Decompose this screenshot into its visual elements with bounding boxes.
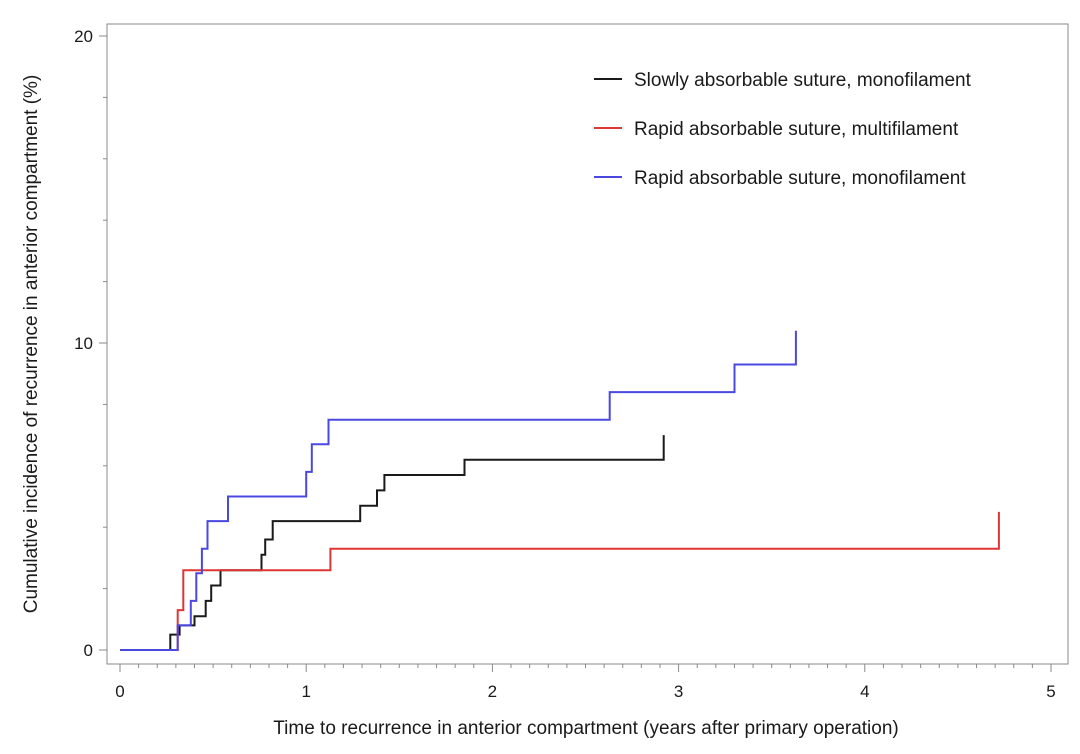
x-tick-label: 2 [488, 682, 497, 701]
legend-label-3: Rapid absorbable suture, monofilament [634, 168, 966, 189]
x-axis-title: Time to recurrence in anterior compartme… [273, 718, 898, 739]
series-line-3 [120, 330, 797, 651]
y-axis: 0 10 20 [74, 27, 107, 660]
x-axis: 0 1 2 3 4 5 [115, 664, 1056, 701]
plot-frame [106, 23, 1069, 665]
legend: Slowly absorbable suture, monofilament Ra… [594, 70, 972, 189]
y-tick-label: 0 [84, 641, 93, 660]
y-axis-title: Cumulative incidence of recurrence in an… [21, 75, 42, 614]
x-tick-label: 4 [860, 682, 869, 701]
legend-label-2: Rapid absorbable suture, multifilament [634, 119, 959, 140]
x-tick-label: 3 [674, 682, 683, 701]
legend-label-1: Slowly absorbable suture, monofilament [634, 70, 972, 91]
y-tick-label: 20 [74, 27, 93, 46]
series-layer [120, 330, 1000, 651]
x-tick-label: 1 [301, 682, 310, 701]
x-tick-label: 0 [115, 682, 124, 701]
y-tick-label: 10 [74, 334, 93, 353]
x-tick-label: 5 [1046, 682, 1055, 701]
